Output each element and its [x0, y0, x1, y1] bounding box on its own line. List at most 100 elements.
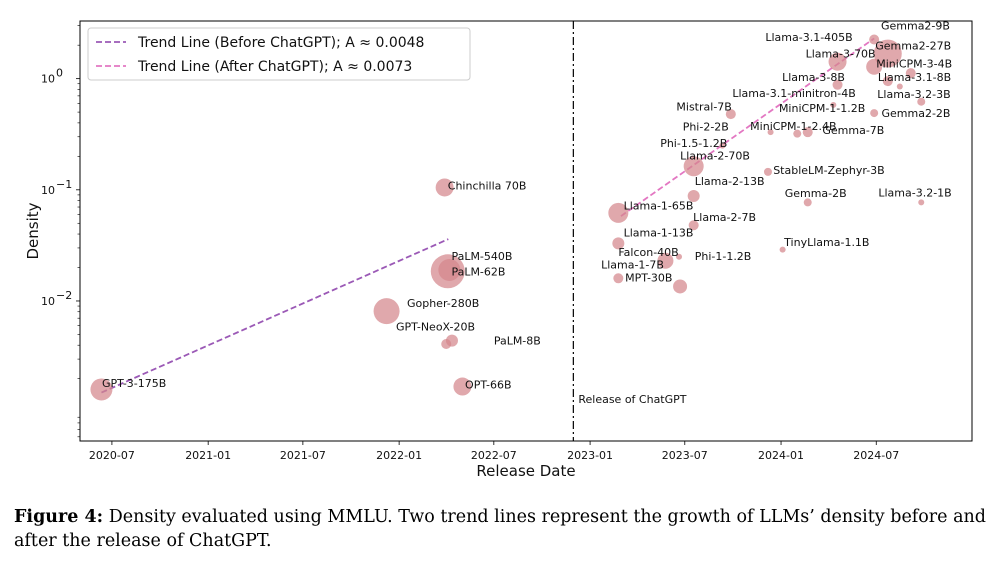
y-tick-label: 10 [41, 73, 55, 86]
chatgpt-release-label: Release of ChatGPT [578, 393, 686, 406]
x-tick-label: 2021-01 [185, 449, 231, 462]
x-tick-label: 2022-01 [376, 449, 422, 462]
data-point [779, 246, 786, 253]
y-tick-exponent: 0 [56, 67, 63, 80]
legend-box [87, 27, 471, 81]
data-point [688, 220, 699, 231]
point-label: GPT-NeoX-20B [396, 320, 475, 333]
point-label: MiniCPM-1-1.2B [779, 102, 865, 115]
density-scatter-chart: 2020-07 2021-01 2021-07 2022-01 2022-07 2023-… [24, 20, 973, 480]
chatgpt-release-marker: Release of ChatGPT [572, 21, 687, 441]
point-label: Llama-3.2-1B [878, 187, 951, 200]
point-label: Llama-3.2-3B [877, 88, 950, 101]
point-label: Llama-1-13B [624, 226, 694, 239]
data-point [802, 127, 813, 138]
data-point [435, 178, 454, 197]
axis-ticks: 2020-07 2021-01 2021-07 2022-01 2022-07 2023-… [41, 25, 899, 462]
point-label: TinyLlama-1.1B [783, 236, 869, 249]
data-point [767, 129, 774, 136]
data-points [90, 34, 926, 401]
data-point [873, 39, 902, 68]
data-point [918, 199, 925, 206]
data-point [905, 68, 916, 79]
x-axis-title: Release Date [476, 462, 575, 480]
data-point [453, 377, 472, 396]
data-point [828, 52, 847, 71]
data-point [917, 97, 926, 106]
point-label: Falcon-40B [618, 246, 678, 259]
data-point [725, 109, 736, 120]
x-tick-label: 2023-07 [662, 449, 708, 462]
data-point [673, 279, 688, 294]
point-labels: GPT-3-175B Chinchilla 70B PaLM-540B PaLM-62… [102, 20, 952, 392]
point-label: Phi-1-1.2B [695, 250, 752, 263]
x-tick-label: 2024-07 [853, 449, 899, 462]
data-point [612, 237, 625, 250]
point-label: Gemma-7B [822, 124, 884, 137]
point-label: PaLM-8B [494, 335, 541, 348]
caption-text: Density evaluated using MMLU. Two trend … [14, 507, 987, 551]
point-label: Llama-1-7B [601, 258, 664, 271]
x-tick-label: 2022-07 [471, 449, 517, 462]
data-point [763, 167, 772, 176]
point-label: OPT-66B [465, 378, 512, 391]
point-label: Llama-2-7B [693, 211, 756, 224]
point-label: Mistral-7B [676, 101, 731, 114]
caption-label: Figure 4: [14, 507, 104, 527]
data-point [832, 79, 843, 90]
point-label: PaLM-540B [451, 250, 512, 263]
data-point [438, 258, 461, 281]
point-label: Phi-1.5-1.2B [660, 137, 727, 150]
point-label: MPT-30B [625, 272, 672, 285]
point-label: Gemma2-2B [881, 107, 950, 120]
point-label: Llama-3.1-405B [765, 31, 852, 44]
point-label: Gemma-2B [785, 187, 847, 200]
y-tick-exponent: −1 [56, 178, 72, 191]
point-label: Llama-3-70B [806, 48, 876, 61]
plot-frame [79, 20, 973, 442]
trend-line-0 [101, 238, 449, 394]
data-point [683, 156, 704, 177]
data-point [870, 109, 879, 118]
point-label: Gopher-280B [407, 297, 479, 310]
legend: Trend Line (Before ChatGPT); A ≈ 0.0048 T… [87, 27, 471, 81]
data-point [830, 101, 837, 108]
point-label: PaLM-62B [451, 265, 505, 278]
data-point [441, 339, 452, 350]
data-point [90, 378, 113, 401]
point-label: Llama-3.1-8B [878, 71, 951, 84]
point-label: Llama-2-70B [680, 150, 750, 163]
point-label: Phi-2-2B [683, 120, 729, 133]
point-label: Gemma2-27B [875, 39, 951, 52]
figure-caption: Figure 4: Density evaluated using MMLU. … [14, 505, 989, 553]
data-point [719, 142, 726, 149]
point-label: MiniCPM-1-2.4B [750, 120, 836, 133]
data-point [608, 202, 629, 223]
data-point [687, 189, 700, 202]
x-tick-label: 2024-01 [758, 449, 804, 462]
data-point [793, 129, 802, 138]
point-label: MiniCPM-3-4B [876, 57, 952, 70]
y-tick-label: 10 [41, 295, 55, 308]
point-label: GPT-3-175B [102, 377, 166, 390]
data-point [866, 58, 883, 75]
legend-entry-1: Trend Line (After ChatGPT); A ≈ 0.0073 [137, 59, 412, 75]
data-point [803, 198, 812, 207]
data-point [869, 34, 880, 45]
point-label: Llama-3.1-minitron-4B [732, 87, 855, 100]
data-point [882, 76, 893, 87]
data-point [373, 298, 400, 325]
point-label: Llama-3-8B [782, 71, 845, 84]
point-label: Llama-1-65B [624, 200, 694, 213]
data-point [657, 252, 674, 269]
legend-entry-0: Trend Line (Before ChatGPT); A ≈ 0.0048 [137, 35, 424, 51]
point-label: Llama-2-13B [695, 175, 765, 188]
point-label: Chinchilla 70B [448, 179, 527, 192]
y-tick-exponent: −2 [56, 289, 72, 302]
data-point [613, 273, 624, 284]
x-tick-label: 2020-07 [89, 449, 135, 462]
y-axis-title: Density [24, 202, 42, 259]
data-point [676, 253, 683, 260]
point-label: StableLM-Zephyr-3B [773, 164, 885, 177]
x-tick-label: 2023-01 [567, 449, 613, 462]
